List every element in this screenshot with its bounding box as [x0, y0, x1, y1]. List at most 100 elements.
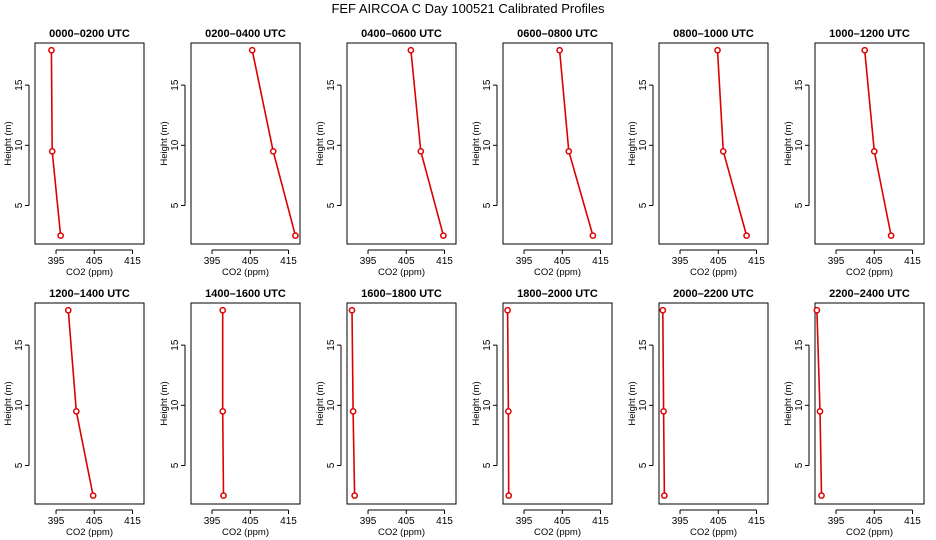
y-tick-label: 10 — [326, 139, 337, 151]
plot-frame — [346, 42, 457, 245]
panel-title: 0000–0200 UTC — [49, 28, 130, 40]
profile-line — [558, 50, 594, 236]
y-axis-label: Height (m) — [159, 121, 170, 165]
x-tick-label: 395 — [516, 256, 533, 267]
profile-panel: 1400–1600 UTC 395 405 415 CO2 (ppm) 5 10 15 Heig… — [159, 288, 301, 538]
data-point — [57, 232, 64, 239]
profile-line — [351, 310, 356, 496]
panel-title: 0400–0600 UTC — [361, 28, 442, 40]
y-tick-label: 10 — [170, 139, 181, 151]
x-tick-label: 405 — [710, 256, 727, 267]
x-tick-label: 415 — [904, 516, 921, 527]
profile-line — [716, 50, 748, 236]
y-axis-label: Height (m) — [783, 121, 794, 165]
data-point — [292, 232, 299, 239]
x-axis-label: CO2 (ppm) — [378, 527, 425, 538]
x-axis-label: CO2 (ppm) — [846, 527, 893, 538]
y-tick-label: 10 — [170, 399, 181, 411]
x-tick-label: 415 — [592, 256, 609, 267]
panel-title: 1400–1600 UTC — [205, 288, 286, 300]
panel-title: 2200–2400 UTC — [829, 288, 910, 300]
x-tick-label: 415 — [280, 256, 297, 267]
x-tick-label: 395 — [204, 256, 221, 267]
data-point — [407, 46, 415, 54]
y-tick-label: 15 — [794, 79, 805, 91]
data-point — [219, 306, 227, 314]
data-point — [72, 407, 80, 415]
profile-panel: 2200–2400 UTC 395 405 415 CO2 (ppm) 5 10 15 Heig… — [783, 288, 925, 538]
y-tick-label: 10 — [482, 139, 493, 151]
data-point — [348, 306, 356, 314]
y-tick-label: 15 — [170, 339, 181, 351]
y-tick-label: 10 — [482, 399, 493, 411]
x-tick-label: 405 — [86, 256, 103, 267]
x-tick-label: 415 — [124, 256, 141, 267]
data-point — [417, 147, 425, 155]
x-tick-label: 405 — [242, 256, 259, 267]
x-tick-label: 415 — [748, 256, 765, 267]
y-tick-label: 10 — [326, 399, 337, 411]
y-axis-label: Height (m) — [315, 121, 326, 165]
x-axis-label: CO2 (ppm) — [534, 527, 581, 538]
profile-panel: 0000–0200 UTC 395 405 415 CO2 (ppm) 5 10 15 Heig… — [3, 28, 145, 278]
panel-title: 1800–2000 UTC — [517, 288, 598, 300]
profile-panel: 0600–0800 UTC 395 405 415 CO2 (ppm) 5 10 15 Heig… — [471, 28, 613, 278]
profile-panel: 0400–0600 UTC 395 405 415 CO2 (ppm) 5 10 15 Heig… — [315, 28, 457, 278]
profile-panel: 1200–1400 UTC 395 405 415 CO2 (ppm) 5 10 15 Heig… — [3, 288, 145, 538]
y-tick-label: 10 — [14, 139, 25, 151]
x-tick-label: 405 — [242, 516, 259, 527]
x-axis-label: CO2 (ppm) — [66, 267, 113, 278]
x-axis-label: CO2 (ppm) — [222, 267, 269, 278]
plot-frame — [190, 302, 301, 505]
x-tick-label: 405 — [554, 256, 571, 267]
y-axis-label: Height (m) — [627, 121, 638, 165]
x-tick-label: 395 — [828, 516, 845, 527]
x-axis-label: CO2 (ppm) — [690, 267, 737, 278]
y-tick-label: 5 — [482, 202, 493, 208]
y-tick-label: 15 — [794, 339, 805, 351]
data-point — [269, 147, 277, 155]
data-point — [48, 147, 56, 155]
profile-panel: 1000–1200 UTC 395 405 415 CO2 (ppm) 5 10 15 Heig… — [783, 28, 925, 278]
panel-title: 1000–1200 UTC — [829, 28, 910, 40]
y-tick-label: 5 — [794, 462, 805, 468]
data-point — [48, 46, 55, 54]
data-point — [816, 407, 824, 415]
x-tick-label: 415 — [124, 516, 141, 527]
x-tick-label: 405 — [86, 516, 103, 527]
data-point — [589, 232, 597, 239]
y-tick-label: 5 — [794, 202, 805, 208]
profile-line — [816, 310, 823, 496]
panel-title: 1200–1400 UTC — [49, 288, 130, 300]
y-axis-label: Height (m) — [3, 121, 14, 165]
data-point — [719, 147, 727, 155]
data-point — [565, 147, 573, 155]
x-tick-label: 415 — [436, 516, 453, 527]
profile-panel: 0800–1000 UTC 395 405 415 CO2 (ppm) 5 10 15 Heig… — [627, 28, 769, 278]
data-point — [351, 492, 358, 499]
y-tick-label: 15 — [638, 339, 649, 351]
y-tick-label: 5 — [482, 462, 493, 468]
data-point — [714, 46, 721, 54]
x-axis-label: CO2 (ppm) — [534, 267, 581, 278]
data-point — [220, 492, 227, 499]
x-tick-label: 395 — [672, 516, 689, 527]
y-tick-label: 5 — [14, 462, 25, 468]
y-tick-label: 10 — [794, 139, 805, 151]
profile-line — [506, 310, 510, 496]
profile-panel: 0200–0400 UTC 395 405 415 CO2 (ppm) 5 10 15 Heig… — [159, 28, 301, 278]
plot-frame — [346, 302, 457, 505]
y-tick-label: 5 — [14, 202, 25, 208]
data-point — [219, 407, 227, 415]
y-tick-label: 15 — [482, 79, 493, 91]
plot-frame — [190, 42, 301, 245]
panel-title: 2000–2200 UTC — [673, 288, 754, 300]
y-axis-label: Height (m) — [315, 381, 326, 425]
y-tick-label: 15 — [14, 79, 25, 91]
x-tick-label: 405 — [710, 516, 727, 527]
x-axis-label: CO2 (ppm) — [690, 527, 737, 538]
plot-frame — [658, 42, 769, 245]
x-tick-label: 395 — [204, 516, 221, 527]
y-tick-label: 5 — [638, 202, 649, 208]
